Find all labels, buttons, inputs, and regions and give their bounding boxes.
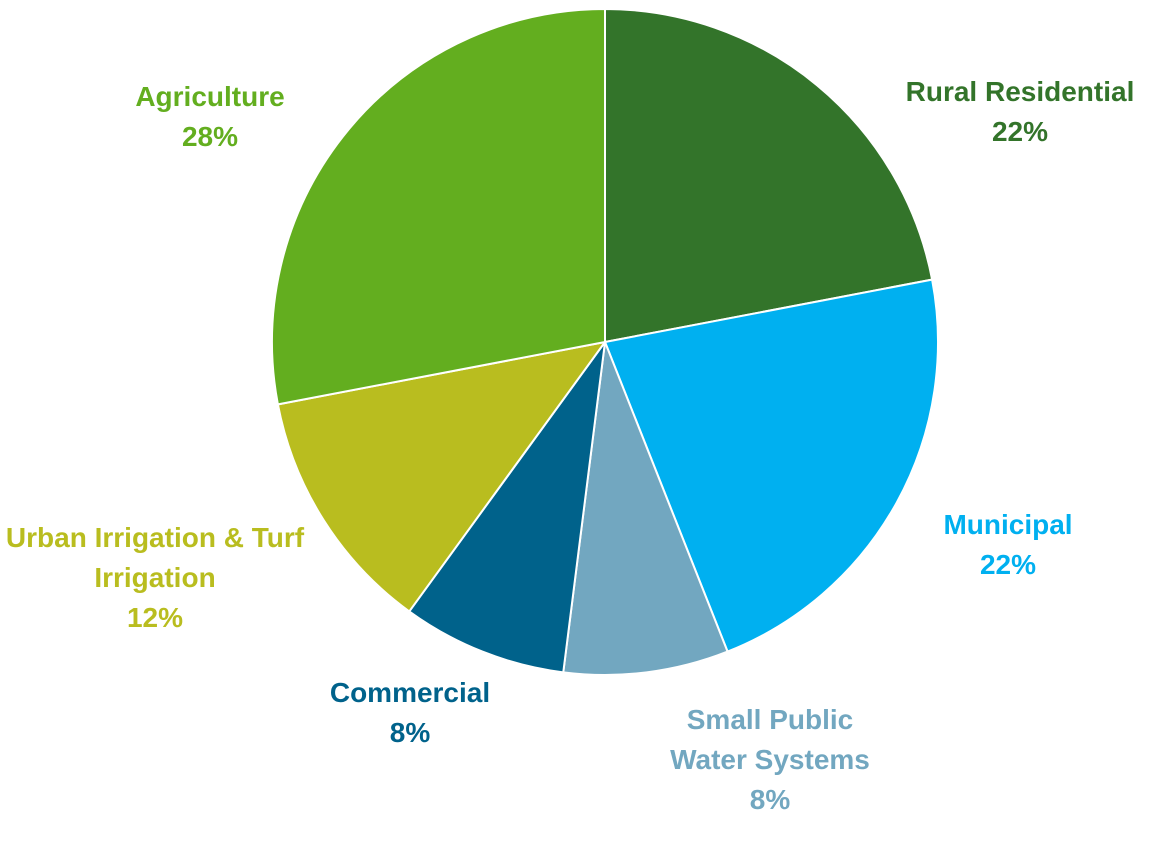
category-name: Rural Residential (905, 76, 1135, 107)
slice-label: Agriculture 28% (90, 77, 330, 157)
pie-slice (604, 7, 934, 344)
value-label: 8% (749, 784, 791, 815)
value-label: 22% (979, 549, 1037, 580)
slice-label: Commercial 8% (290, 673, 530, 753)
value-label: 22% (991, 116, 1049, 147)
value-label: 28% (181, 121, 239, 152)
value-label: 12% (126, 602, 184, 633)
category-name: Small Public Water Systems (670, 704, 870, 775)
pie-slice (271, 7, 606, 406)
pie-slice (603, 278, 939, 653)
slice-label: Urban Irrigation & Turf Irrigation 12% (5, 518, 305, 638)
category-name: Municipal (943, 509, 1073, 540)
pie-slice (407, 341, 606, 674)
category-name: Urban Irrigation & Turf Irrigation (5, 522, 305, 593)
slice-label: Rural Residential 22% (860, 72, 1175, 152)
pie-slice (276, 340, 608, 613)
category-name: Commercial (329, 677, 491, 708)
category-name: Agriculture (135, 81, 285, 112)
slice-label: Small Public Water Systems 8% (645, 700, 895, 820)
value-label: 8% (389, 717, 431, 748)
pie-slice (562, 341, 729, 676)
slice-label: Municipal 22% (898, 505, 1118, 585)
